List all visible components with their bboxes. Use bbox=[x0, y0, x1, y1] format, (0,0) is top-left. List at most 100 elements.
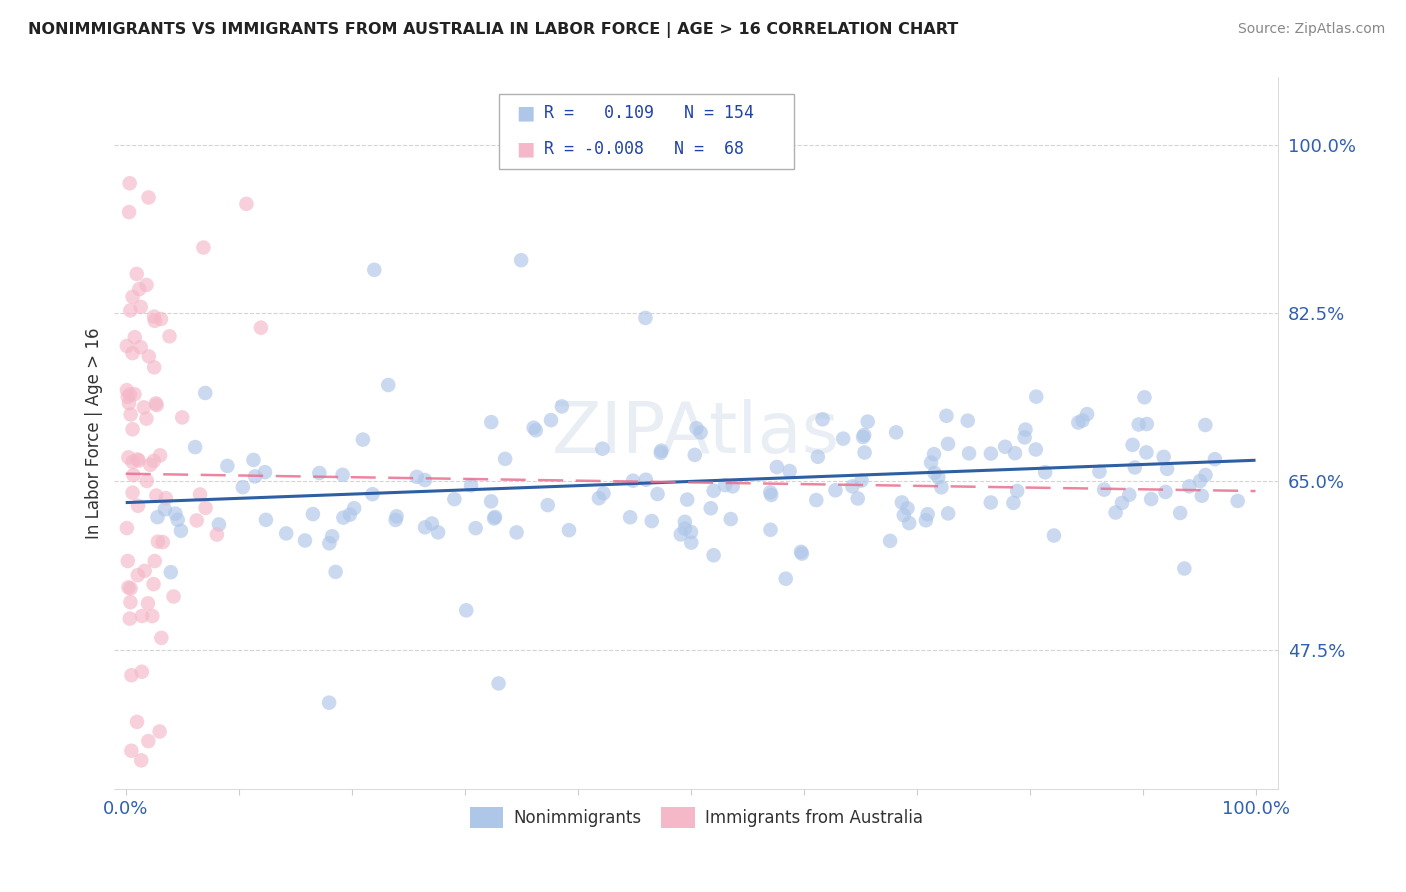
Point bbox=[149, 724, 172, 739]
Point bbox=[766, 460, 789, 475]
Point bbox=[427, 525, 450, 540]
Point bbox=[138, 349, 160, 363]
Point bbox=[125, 267, 148, 281]
Point bbox=[115, 383, 138, 397]
Point bbox=[134, 564, 156, 578]
Point bbox=[935, 409, 957, 423]
Point bbox=[852, 430, 875, 444]
Point bbox=[1122, 438, 1144, 452]
Point bbox=[898, 516, 921, 530]
Point bbox=[714, 478, 737, 492]
Point bbox=[824, 483, 846, 498]
Point bbox=[650, 446, 672, 460]
Point bbox=[385, 509, 408, 524]
Point bbox=[152, 535, 174, 549]
Point bbox=[127, 452, 149, 467]
Point bbox=[117, 580, 139, 594]
Point bbox=[524, 423, 547, 437]
Point bbox=[720, 512, 742, 526]
Point bbox=[1136, 417, 1159, 431]
Point bbox=[464, 521, 486, 535]
Point bbox=[917, 508, 939, 522]
Point bbox=[120, 595, 142, 609]
Point bbox=[194, 500, 217, 515]
Point bbox=[294, 533, 316, 548]
Point bbox=[1043, 528, 1066, 542]
Text: ZIPAtlas: ZIPAtlas bbox=[553, 399, 841, 467]
Point bbox=[363, 262, 385, 277]
Point bbox=[250, 320, 273, 334]
Point bbox=[143, 554, 166, 568]
Point bbox=[856, 415, 879, 429]
Point bbox=[308, 466, 330, 480]
Point bbox=[184, 440, 207, 454]
Point bbox=[588, 491, 610, 506]
Point bbox=[927, 470, 949, 484]
Point bbox=[931, 480, 953, 494]
Point bbox=[540, 413, 562, 427]
Text: NONIMMIGRANTS VS IMMIGRANTS FROM AUSTRALIA IN LABOR FORCE | AGE > 16 CORRELATION: NONIMMIGRANTS VS IMMIGRANTS FROM AUSTRAL… bbox=[28, 22, 959, 38]
Point bbox=[135, 277, 157, 292]
Point bbox=[1118, 488, 1140, 502]
Point bbox=[811, 412, 834, 426]
Point bbox=[155, 491, 177, 505]
Point bbox=[135, 474, 157, 488]
Point bbox=[879, 533, 901, 548]
Point bbox=[775, 572, 797, 586]
Point bbox=[339, 508, 361, 522]
Point bbox=[188, 487, 211, 501]
Point bbox=[120, 582, 142, 596]
Point bbox=[254, 513, 277, 527]
Point bbox=[761, 488, 783, 502]
Point bbox=[884, 425, 907, 440]
Point bbox=[127, 499, 149, 513]
Point bbox=[149, 448, 172, 462]
Point bbox=[510, 253, 533, 268]
Point bbox=[1194, 417, 1216, 432]
Point bbox=[488, 676, 510, 690]
Point bbox=[242, 453, 264, 467]
Point bbox=[125, 714, 148, 729]
Point bbox=[170, 524, 193, 538]
Point bbox=[141, 609, 163, 624]
Point bbox=[332, 467, 354, 482]
Point bbox=[149, 312, 172, 326]
Point bbox=[1071, 413, 1094, 427]
Point bbox=[759, 523, 782, 537]
Point bbox=[893, 508, 915, 523]
Point bbox=[479, 415, 502, 429]
Point bbox=[405, 470, 427, 484]
Point bbox=[1002, 496, 1025, 510]
Point bbox=[413, 520, 436, 534]
Point bbox=[650, 443, 672, 458]
Point bbox=[166, 513, 188, 527]
Point bbox=[243, 469, 266, 483]
Point bbox=[138, 190, 160, 204]
Point bbox=[1033, 465, 1056, 479]
Point bbox=[136, 596, 159, 610]
Point bbox=[121, 346, 143, 360]
Point bbox=[318, 696, 340, 710]
Point bbox=[217, 458, 239, 473]
Point bbox=[1092, 483, 1115, 497]
Point bbox=[484, 510, 506, 524]
Text: R =   0.109   N = 154: R = 0.109 N = 154 bbox=[544, 104, 754, 122]
Point bbox=[779, 464, 801, 478]
Point bbox=[120, 408, 142, 422]
Point bbox=[165, 507, 187, 521]
Point bbox=[1154, 485, 1177, 500]
Point bbox=[936, 437, 959, 451]
Point bbox=[980, 446, 1002, 460]
Point bbox=[124, 387, 146, 401]
Point bbox=[321, 529, 343, 543]
Point bbox=[121, 422, 143, 436]
Point bbox=[118, 176, 141, 190]
Point bbox=[129, 753, 152, 767]
Point bbox=[172, 410, 194, 425]
Point bbox=[523, 421, 546, 435]
Point bbox=[685, 421, 707, 435]
Point bbox=[318, 536, 340, 550]
Point bbox=[456, 603, 478, 617]
Text: Source: ZipAtlas.com: Source: ZipAtlas.com bbox=[1237, 22, 1385, 37]
Point bbox=[1135, 445, 1157, 459]
